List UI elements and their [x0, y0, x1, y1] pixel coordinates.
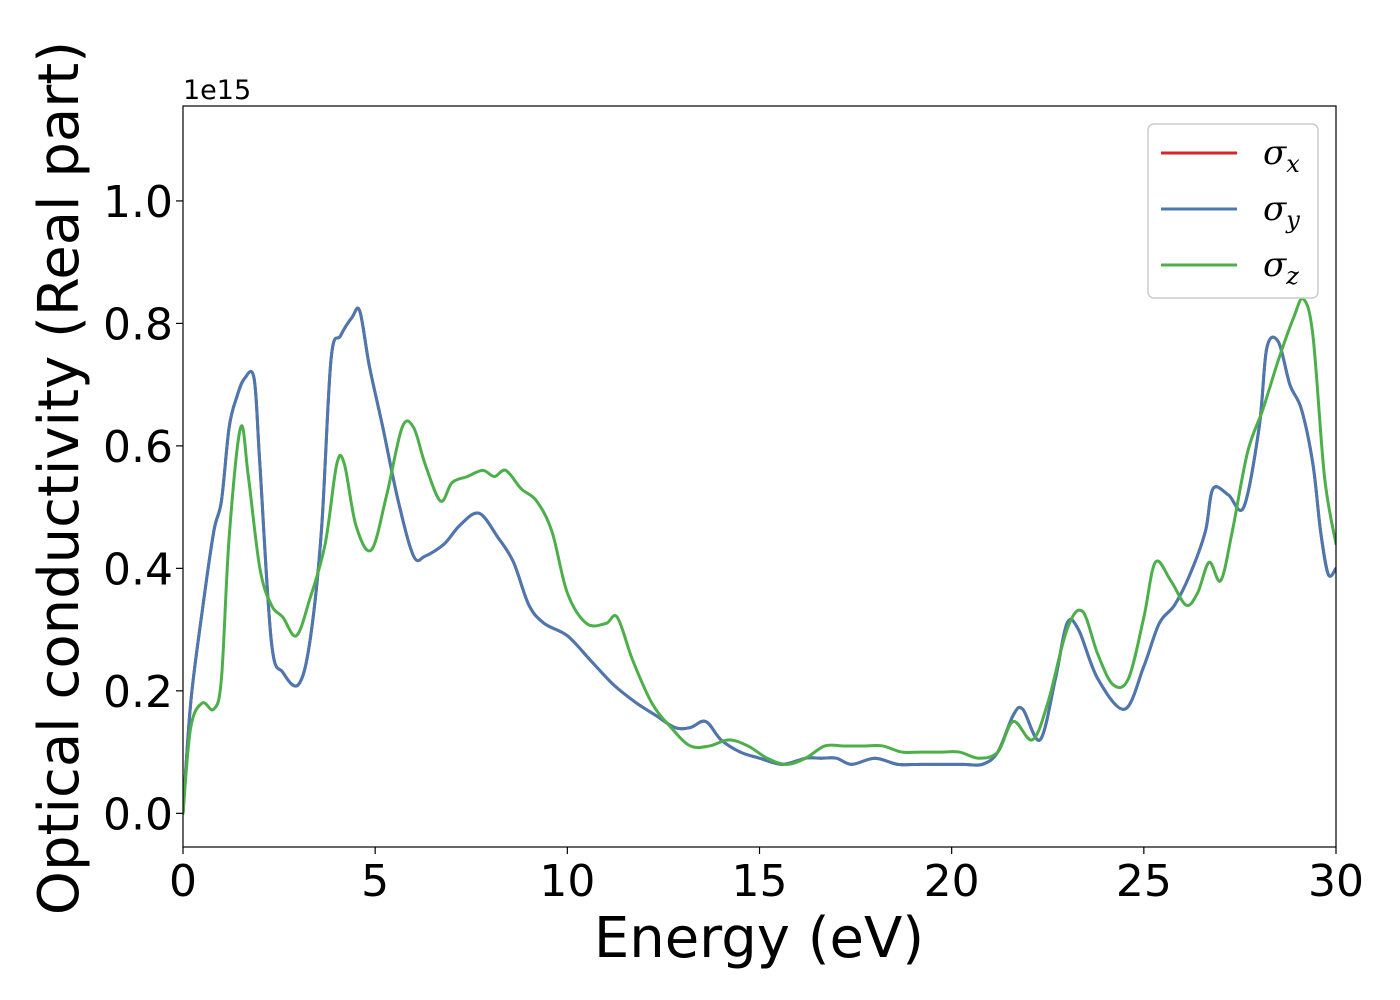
- plot-area-background: [183, 106, 1336, 847]
- plot-frame: [182, 105, 1337, 848]
- y-axis-ticks: 0.0 0.2 0.4 0.6 0.8 1.0: [103, 177, 183, 840]
- y-offset-label: 1e15: [183, 75, 251, 106]
- y-axis-label: Optical conductivity (Real part): [27, 41, 92, 915]
- legend-subscript: z: [1285, 262, 1299, 290]
- x-axis-label: Energy (eV): [594, 906, 924, 971]
- series-line-z: [183, 296, 1336, 815]
- x-axis-ticks: 0 5 10 15 20 25 30: [169, 847, 1364, 907]
- y-tick-label: 1.0: [103, 177, 173, 228]
- y-tick-label: 0.2: [103, 667, 173, 718]
- x-tick-label: 30: [1308, 856, 1364, 907]
- series-line-y: [183, 306, 1336, 815]
- y-tick-label: 0.0: [103, 789, 173, 840]
- series-layer: [183, 296, 1336, 815]
- legend-symbol: σ: [1263, 245, 1287, 285]
- x-tick-label: 5: [361, 856, 389, 907]
- y-tick-label: 0.4: [103, 544, 173, 595]
- x-tick-label: 20: [924, 856, 980, 907]
- x-tick-label: 0: [169, 856, 197, 907]
- legend-label-y: σy: [1263, 189, 1300, 234]
- legend-box: [1147, 123, 1319, 299]
- x-tick-label: 15: [732, 856, 788, 907]
- x-tick-label: 10: [539, 856, 595, 907]
- y-tick-label: 0.6: [103, 422, 173, 473]
- legend-label-z: σz: [1263, 245, 1299, 290]
- legend-subscript: x: [1286, 150, 1300, 178]
- legend-subscript: y: [1285, 206, 1300, 234]
- legend-symbol: σ: [1263, 133, 1287, 173]
- x-tick-label: 25: [1116, 856, 1172, 907]
- y-tick-label: 0.8: [103, 299, 173, 350]
- legend-symbol: σ: [1263, 189, 1287, 229]
- legend-label-x: σx: [1263, 133, 1300, 178]
